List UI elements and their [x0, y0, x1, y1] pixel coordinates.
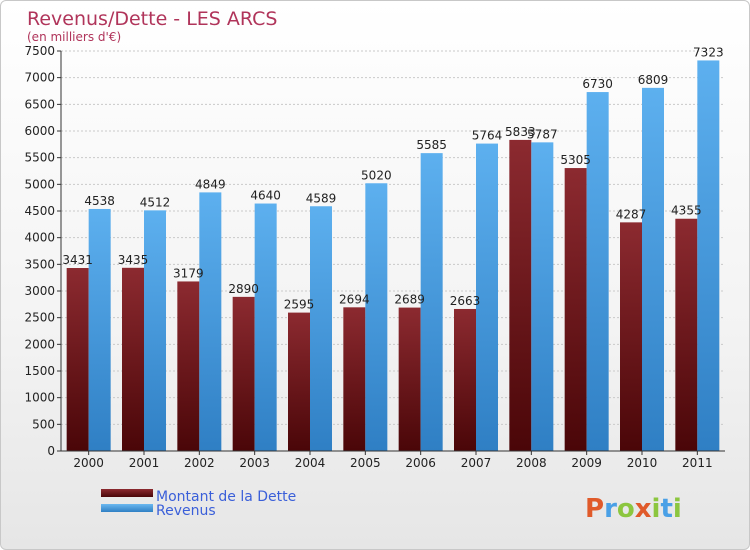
bar-debt [564, 168, 587, 452]
data-label-revenus: 6809 [638, 73, 669, 87]
bar-revenus [697, 60, 720, 451]
y-tick-label: 6000 [24, 124, 55, 138]
y-tick-label: 1500 [24, 364, 55, 378]
bar-debt [177, 281, 200, 451]
bar-debt [675, 218, 698, 451]
bar-debt [288, 312, 310, 451]
x-tick-label: 2003 [239, 456, 270, 470]
data-label-revenus: 4589 [306, 191, 337, 205]
y-tick-label: 0 [47, 444, 55, 458]
y-tick-label: 1000 [24, 391, 55, 405]
x-tick-label: 2009 [571, 456, 602, 470]
y-tick-label: 7500 [24, 44, 55, 58]
x-tick-label: 2006 [405, 456, 436, 470]
bar-revenus [420, 153, 443, 451]
y-tick-label: 6500 [24, 97, 55, 111]
bar-revenus [199, 192, 222, 452]
x-tick-label: 2001 [129, 456, 160, 470]
data-label-revenus: 6730 [582, 77, 613, 91]
logo-text: Proxiti [585, 494, 682, 524]
chart-title: Revenus/Dette - LES ARCS [27, 8, 277, 30]
legend: Montant de la Dette Revenus [101, 489, 296, 519]
y-tick-label: 5000 [24, 177, 55, 191]
bars [66, 60, 720, 452]
legend-swatch-revenus [101, 504, 153, 512]
data-label-debt: 3179 [173, 266, 204, 280]
data-label-debt: 5833 [505, 125, 536, 139]
data-label-revenus: 4849 [195, 177, 226, 191]
data-label-debt: 4287 [616, 207, 647, 221]
data-label-debt: 3435 [118, 253, 149, 267]
y-tick-label: 3500 [24, 257, 55, 271]
chart-subtitle: (en milliers d'€) [27, 30, 121, 44]
y-tick-label: 2500 [24, 311, 55, 325]
data-label-debt: 2694 [339, 292, 370, 306]
x-tick-label: 2010 [627, 456, 658, 470]
data-label-debt: 2595 [284, 298, 315, 312]
bar-revenus [365, 183, 388, 451]
data-label-revenus: 5020 [361, 168, 392, 182]
y-tick-label: 3000 [24, 284, 55, 298]
x-tick-label: 2005 [350, 456, 381, 470]
bar-revenus [310, 206, 332, 451]
legend-label-revenus: Revenus [156, 503, 216, 519]
legend-swatch-debt [101, 489, 153, 497]
bar-debt [232, 296, 255, 451]
bar-revenus [586, 92, 609, 452]
x-tick-label: 2008 [516, 456, 547, 470]
bar-revenus [476, 143, 498, 451]
bar-revenus [642, 87, 664, 451]
x-tick-label: 2011 [682, 456, 713, 470]
data-label-revenus: 4538 [84, 194, 115, 208]
bar-debt [620, 222, 642, 451]
data-label-debt: 4355 [671, 204, 702, 218]
data-label-revenus: 4512 [140, 195, 171, 209]
y-tick-label: 4000 [24, 231, 55, 245]
bar-revenus [254, 203, 277, 451]
y-tick-label: 7000 [24, 71, 55, 85]
bar-revenus [531, 142, 554, 452]
y-axis-ticks: 0 500 1000 1500 2000 2500 3000 3500 4000 4500 5000… [24, 44, 61, 458]
bar-debt [398, 307, 421, 451]
proxiti-logo: Proxiti [585, 494, 682, 524]
data-label-revenus: 4640 [250, 189, 281, 203]
data-labels: 3431 4538 3435 4512 3179 4849 2890 4640 2595 4589… [62, 45, 723, 311]
bar-debt [509, 139, 532, 451]
data-label-revenus: 7323 [693, 45, 724, 59]
data-label-debt: 2689 [394, 293, 425, 307]
x-tick-label: 2000 [73, 456, 104, 470]
x-tick-label: 2004 [295, 456, 326, 470]
bar-debt [454, 308, 476, 451]
legend-label-debt: Montant de la Dette [156, 489, 296, 505]
data-label-revenus: 5787 [527, 127, 558, 141]
bar-revenus [88, 208, 111, 451]
y-tick-label: 500 [32, 417, 55, 431]
data-label-revenus: 5585 [416, 138, 447, 152]
data-label-debt: 3431 [62, 253, 93, 267]
data-label-debt: 2890 [228, 282, 259, 296]
grid-lines [61, 50, 725, 425]
bar-debt [343, 307, 366, 451]
bar-debt [122, 267, 144, 451]
data-label-debt: 5305 [560, 153, 591, 167]
bar-revenus [144, 210, 166, 451]
data-label-debt: 2663 [450, 294, 481, 308]
x-tick-label: 2002 [184, 456, 215, 470]
data-label-revenus: 5764 [472, 129, 503, 143]
y-tick-label: 5500 [24, 151, 55, 165]
x-axis-ticks: 2000 2001 2002 2003 2004 2005 2006 2007 2008 2009… [73, 451, 713, 470]
y-tick-label: 2000 [24, 337, 55, 351]
x-tick-label: 2007 [461, 456, 492, 470]
bar-debt [66, 268, 89, 451]
y-tick-label: 4500 [24, 204, 55, 218]
